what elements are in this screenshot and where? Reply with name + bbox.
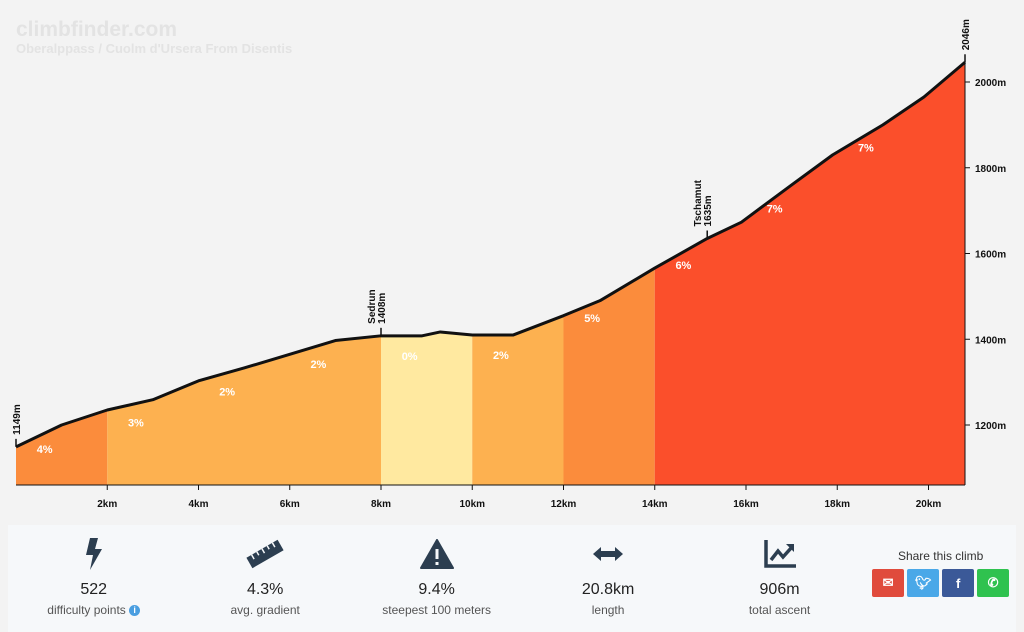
share-title: Share this climb xyxy=(897,549,984,563)
gradient-label: 7% xyxy=(858,143,874,155)
ascent-label: total ascent xyxy=(748,603,811,617)
watermark-site: climbfinder.com xyxy=(16,18,178,41)
length-value: 20.8km xyxy=(581,581,635,598)
facebook-icon: f xyxy=(955,575,961,591)
difficulty-label: difficulty points xyxy=(47,603,126,617)
stats-panel: 522 difficulty points i 4.3% avg. gradie… xyxy=(8,525,1016,632)
share-email-button[interactable]: ✉ xyxy=(872,569,905,597)
gradient-label: avg. gradient xyxy=(230,603,300,617)
stat-steepest: 9.4% steepest 100 meters xyxy=(351,525,522,632)
chart-line-icon xyxy=(694,537,865,571)
gradient-segment xyxy=(381,331,473,485)
y-tick-label: 2000m xyxy=(975,78,1006,89)
twitter-icon: 🐦︎ xyxy=(914,575,932,590)
x-tick-label: 12km xyxy=(551,499,577,510)
stat-length: 20.8km length xyxy=(522,525,693,632)
x-tick-label: 20km xyxy=(916,499,942,510)
share-whatsapp-button[interactable]: ✆ xyxy=(977,569,1010,597)
gradient-label: 7% xyxy=(767,203,783,215)
stat-ascent: 906m total ascent xyxy=(694,525,865,632)
gradient-label: 5% xyxy=(584,313,600,325)
info-icon[interactable]: i xyxy=(129,605,141,617)
ascent-value: 906m xyxy=(759,581,800,598)
y-tick-label: 1800m xyxy=(975,164,1006,175)
y-tick-label: 1400m xyxy=(975,335,1006,346)
gradient-value: 4.3% xyxy=(246,581,284,598)
steepest-label: steepest 100 meters xyxy=(382,603,491,617)
x-tick-label: 4km xyxy=(188,499,208,510)
share-twitter-button[interactable]: 🐦︎ xyxy=(907,569,940,597)
y-tick-label: 1200m xyxy=(975,421,1006,432)
gradient-label: 2% xyxy=(310,359,326,371)
share-facebook-button[interactable]: f xyxy=(942,569,975,597)
gradient-label: 6% xyxy=(675,260,691,272)
gradient-segment xyxy=(472,315,564,485)
x-tick-label: 16km xyxy=(733,499,759,510)
gradient-label: 4% xyxy=(37,444,53,456)
profile-line xyxy=(15,61,966,449)
gradient-label: 2% xyxy=(493,350,509,362)
gradient-segment xyxy=(563,268,655,485)
arrows-horizontal-icon xyxy=(522,537,693,571)
whatsapp-icon: ✆ xyxy=(987,575,999,590)
x-tick-label: 14km xyxy=(642,499,668,510)
x-tick-label: 10km xyxy=(459,499,485,510)
x-tick-label: 2km xyxy=(97,499,117,510)
elevation-chart: 2km 4km 6km 8km 10km 12km 14km 16km 18km 20km 1200… xyxy=(12,19,1006,510)
x-tick-label: 18km xyxy=(824,499,850,510)
gradient-label: 2% xyxy=(219,386,235,398)
gradient-segment xyxy=(16,409,108,485)
length-label: length xyxy=(591,603,625,617)
warning-icon xyxy=(351,537,522,571)
gradient-label: 0% xyxy=(402,351,418,363)
annotation-label: Sedrun1408m xyxy=(367,289,388,323)
share-section: Share this climb ✉ 🐦︎ f ✆ xyxy=(865,525,1016,632)
y-tick-label: 1600m xyxy=(975,250,1006,261)
stat-difficulty: 522 difficulty points i xyxy=(8,525,179,632)
email-icon: ✉ xyxy=(882,575,894,590)
difficulty-value: 522 xyxy=(80,581,108,598)
ruler-icon xyxy=(179,537,350,571)
gradient-segment xyxy=(654,62,965,486)
gradient-segment xyxy=(107,335,381,485)
stat-gradient: 4.3% avg. gradient xyxy=(179,525,350,632)
annotation-label: 1149m xyxy=(12,404,23,435)
annotation-label: Tschamut1635m xyxy=(693,179,714,226)
watermark-climb: Oberalppass / Cuolm d'Ursera From Disent… xyxy=(16,41,293,56)
lightning-icon xyxy=(8,537,179,571)
x-tick-label: 8km xyxy=(371,499,391,510)
steepest-value: 9.4% xyxy=(418,581,455,598)
gradient-label: 3% xyxy=(128,418,144,430)
annotation-label: 2046m xyxy=(961,19,972,50)
x-tick-label: 6km xyxy=(280,499,300,510)
